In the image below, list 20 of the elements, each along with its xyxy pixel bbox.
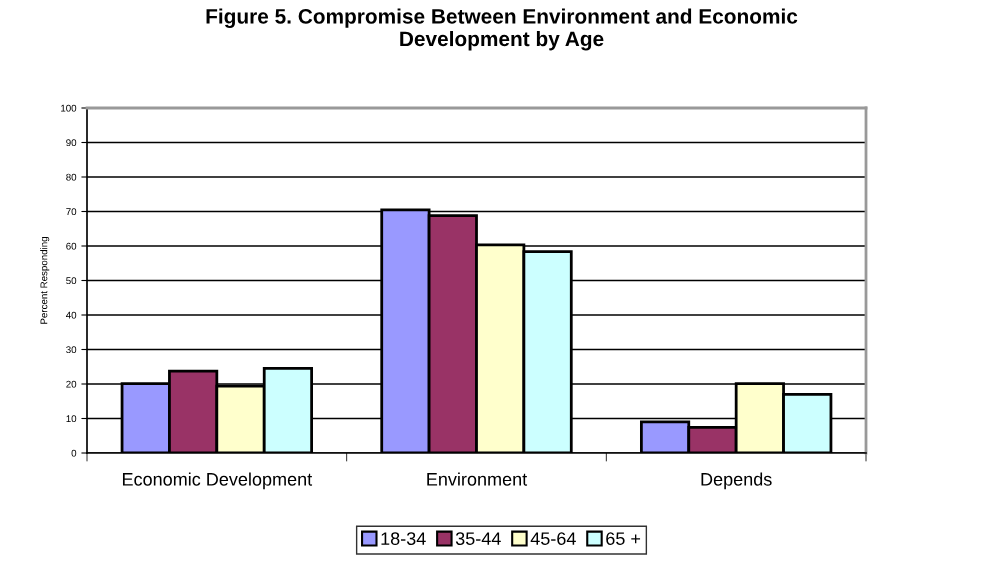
- y-tick-label: 40: [65, 311, 77, 319]
- legend-label: 45-64: [530, 532, 576, 545]
- y-tick-label: 10: [66, 415, 77, 423]
- y-tick-label: 70: [66, 208, 77, 216]
- y-tick-label: 80: [66, 173, 77, 181]
- y-tick-label: 0: [71, 449, 77, 457]
- legend-label: 65 +: [606, 532, 641, 545]
- y-tick-label: 20: [66, 380, 77, 388]
- y-axis-title: Percent Responding: [40, 237, 50, 324]
- x-tick-label: Economic Development: [122, 472, 313, 490]
- x-tick-label: Environment: [427, 472, 528, 486]
- chart-title: Figure 5. Compromise Between Environment and Economic Development by Age: [206, 8, 798, 51]
- legend-label: 35-44: [455, 532, 501, 545]
- y-tick-label: 50: [66, 277, 77, 285]
- y-tick-label: 30: [66, 346, 77, 354]
- x-tick-label: Depends: [701, 472, 772, 490]
- y-tick-label: 100: [61, 104, 77, 112]
- y-tick-label: 90: [66, 139, 77, 147]
- legend-label: 18-34: [381, 532, 426, 545]
- y-tick-label: 60: [66, 242, 77, 250]
